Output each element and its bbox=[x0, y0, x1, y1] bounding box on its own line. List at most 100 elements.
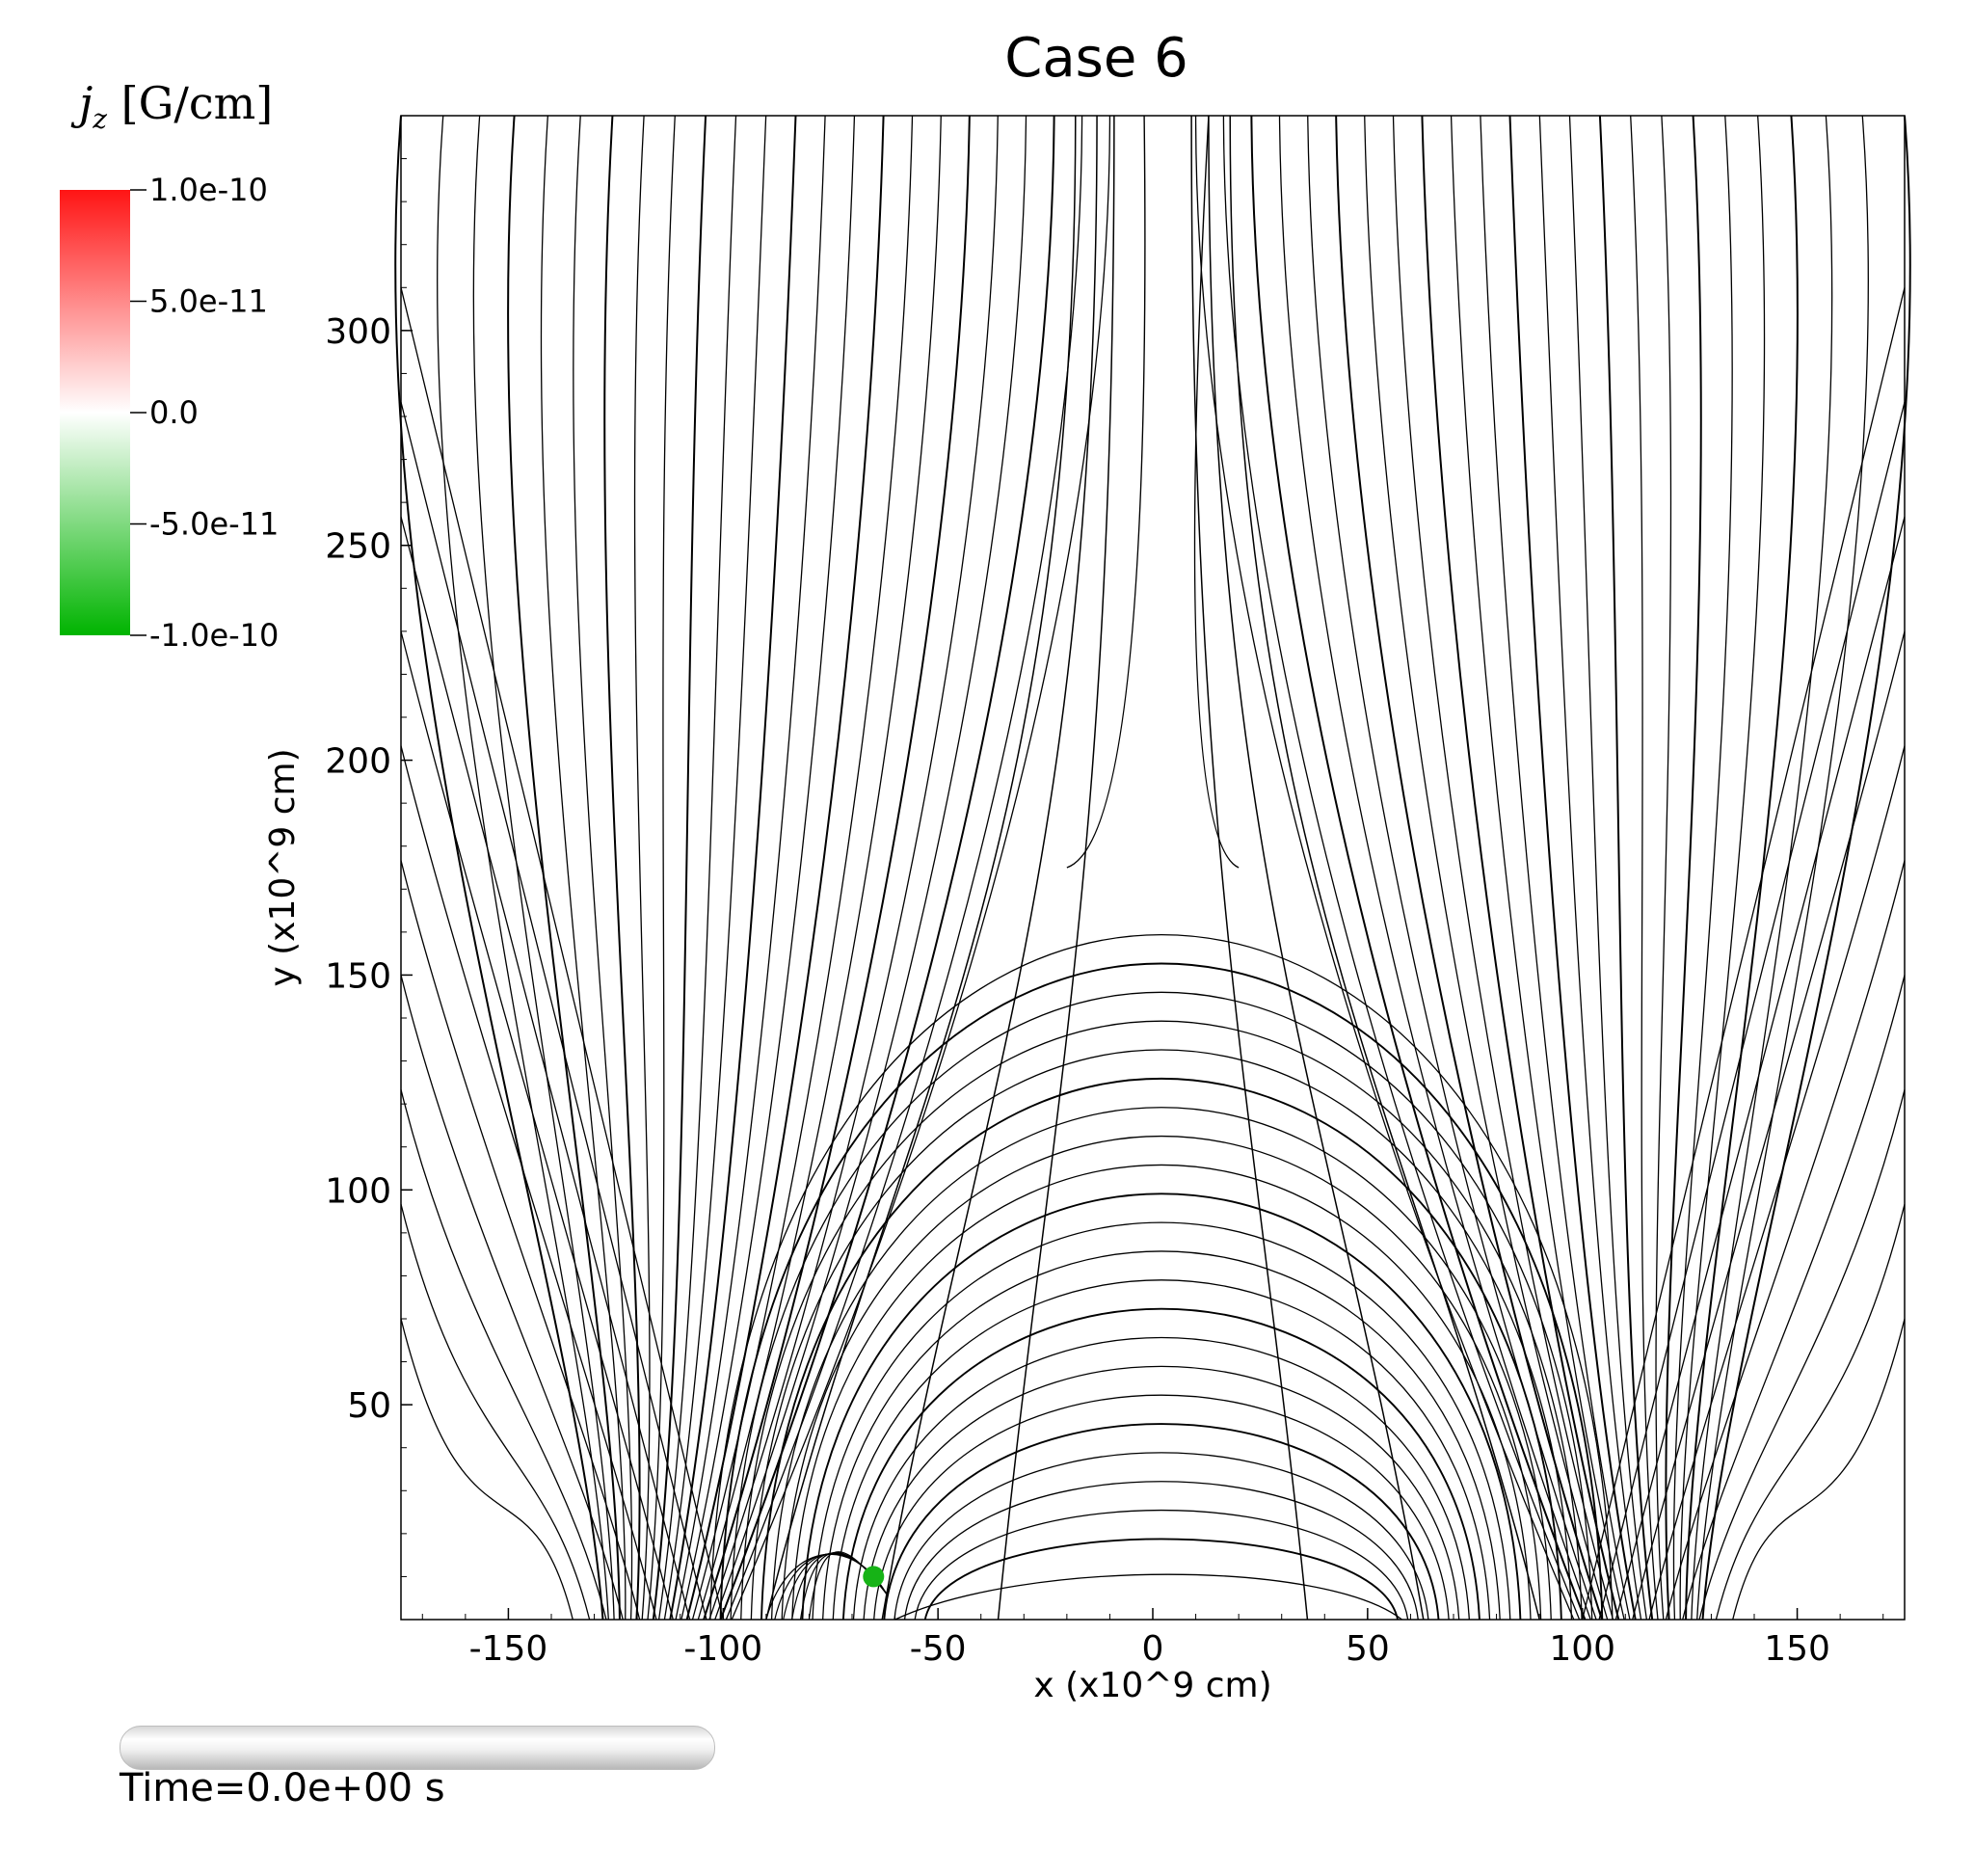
null-point-marker bbox=[863, 1566, 885, 1588]
field-line bbox=[400, 516, 691, 1621]
field-line bbox=[1307, 115, 1597, 1621]
field-line bbox=[400, 630, 674, 1621]
field-line bbox=[663, 115, 767, 1621]
colorbar-unit: [G/cm] bbox=[120, 77, 274, 129]
colorbar-label: jz [G/cm] bbox=[79, 77, 273, 135]
field-line bbox=[1364, 115, 1609, 1621]
field-line bbox=[801, 1193, 1522, 1621]
field-line bbox=[1598, 115, 1654, 1621]
field-line bbox=[400, 745, 657, 1621]
field-line bbox=[1582, 287, 1906, 1621]
field-line bbox=[714, 115, 1027, 1621]
field-line bbox=[914, 1509, 1409, 1621]
field-line bbox=[1665, 115, 1702, 1621]
field-line bbox=[832, 1279, 1491, 1621]
field-line bbox=[1682, 975, 1906, 1621]
field-line bbox=[1715, 1203, 1906, 1621]
field-line bbox=[675, 115, 826, 1621]
field-line bbox=[1696, 115, 1869, 1621]
field-line bbox=[1691, 115, 1833, 1621]
field-line bbox=[841, 1307, 1480, 1621]
field-line bbox=[472, 115, 615, 1621]
field-line bbox=[400, 401, 707, 1621]
y-tick-label: 100 bbox=[325, 1171, 391, 1211]
x-axis-label: x (x10^9 cm) bbox=[1033, 1666, 1271, 1705]
field-line bbox=[852, 1336, 1470, 1621]
field-line bbox=[697, 115, 942, 1621]
field-line bbox=[685, 115, 885, 1621]
field-line bbox=[1655, 115, 1672, 1621]
y-tick-label: 200 bbox=[325, 742, 391, 782]
field-line bbox=[1598, 401, 1906, 1621]
field-line bbox=[703, 115, 971, 1621]
field-line bbox=[750, 1049, 1573, 1621]
field-line bbox=[997, 115, 1115, 1621]
field-line bbox=[1508, 115, 1637, 1621]
field-line bbox=[883, 1423, 1440, 1621]
field-line bbox=[812, 1221, 1511, 1621]
field-line bbox=[652, 115, 707, 1621]
field-line bbox=[709, 934, 1614, 1621]
field-line bbox=[774, 1553, 888, 1621]
field-line bbox=[1568, 115, 1648, 1621]
y-axis-label: y (x10^9 cm) bbox=[263, 748, 303, 986]
field-line bbox=[633, 115, 651, 1621]
field-line bbox=[719, 962, 1604, 1621]
field-line bbox=[1632, 630, 1906, 1621]
field-line bbox=[863, 1365, 1460, 1621]
field-line bbox=[894, 1452, 1429, 1621]
chart-title: Case 6 bbox=[1004, 27, 1188, 90]
field-line bbox=[873, 1394, 1450, 1621]
field-line bbox=[507, 115, 621, 1621]
field-line bbox=[1421, 115, 1620, 1621]
y-tick-label: 250 bbox=[325, 527, 391, 567]
field-line bbox=[400, 860, 641, 1621]
field-line bbox=[881, 115, 1098, 1621]
field-line bbox=[760, 1077, 1562, 1621]
field-line bbox=[680, 115, 856, 1621]
field-line bbox=[1190, 115, 1309, 1621]
field-line bbox=[400, 287, 724, 1621]
field-line bbox=[1630, 115, 1659, 1621]
field-line bbox=[603, 115, 641, 1621]
field-line bbox=[781, 1135, 1542, 1621]
field-line bbox=[765, 115, 1077, 1621]
x-tick-label: 0 bbox=[1142, 1629, 1164, 1669]
field-line bbox=[740, 1020, 1583, 1621]
field-line bbox=[1450, 115, 1625, 1621]
field-line bbox=[394, 115, 604, 1621]
time-label: Time=0.0e+00 s bbox=[120, 1766, 445, 1810]
colorbar-tick-label: 0.0 bbox=[149, 394, 199, 431]
colorbar-gradient bbox=[60, 190, 130, 635]
field-line bbox=[708, 115, 999, 1621]
field-line bbox=[400, 1203, 591, 1621]
plot-frame bbox=[400, 115, 1906, 1621]
x-tick-label: -50 bbox=[910, 1629, 967, 1669]
field-line bbox=[1538, 115, 1642, 1621]
field-line bbox=[1679, 115, 1766, 1621]
x-tick-label: -100 bbox=[683, 1629, 762, 1669]
colorbar-tick-label: -5.0e-11 bbox=[149, 506, 279, 543]
axes: -150 -100 -50 0 50 100 150 50 100 150 200 250 300 bbox=[325, 158, 1884, 1669]
field-line bbox=[1480, 115, 1631, 1621]
x-tick-label: 100 bbox=[1549, 1629, 1615, 1669]
field-line bbox=[400, 1089, 607, 1621]
colorbar-variable-subscript: z bbox=[93, 103, 108, 136]
field-line bbox=[1066, 115, 1146, 869]
colorbar-ticks: 1.0e-10 5.0e-11 0.0 -5.0e-11 -1.0e-10 bbox=[130, 172, 279, 654]
field-line bbox=[731, 115, 1111, 1621]
field-line bbox=[1685, 115, 1799, 1621]
field-line bbox=[791, 1164, 1532, 1621]
x-tick-label: 150 bbox=[1764, 1629, 1830, 1669]
field-line bbox=[540, 115, 627, 1621]
field-line bbox=[669, 115, 797, 1621]
field-line bbox=[730, 991, 1593, 1621]
field-line bbox=[1701, 115, 1911, 1621]
field-line bbox=[923, 1538, 1399, 1621]
field-line bbox=[1229, 115, 1540, 1621]
field-line bbox=[1194, 115, 1575, 1621]
x-tick-label: -150 bbox=[469, 1629, 548, 1669]
field-line bbox=[1278, 115, 1591, 1621]
field-line bbox=[657, 115, 737, 1621]
